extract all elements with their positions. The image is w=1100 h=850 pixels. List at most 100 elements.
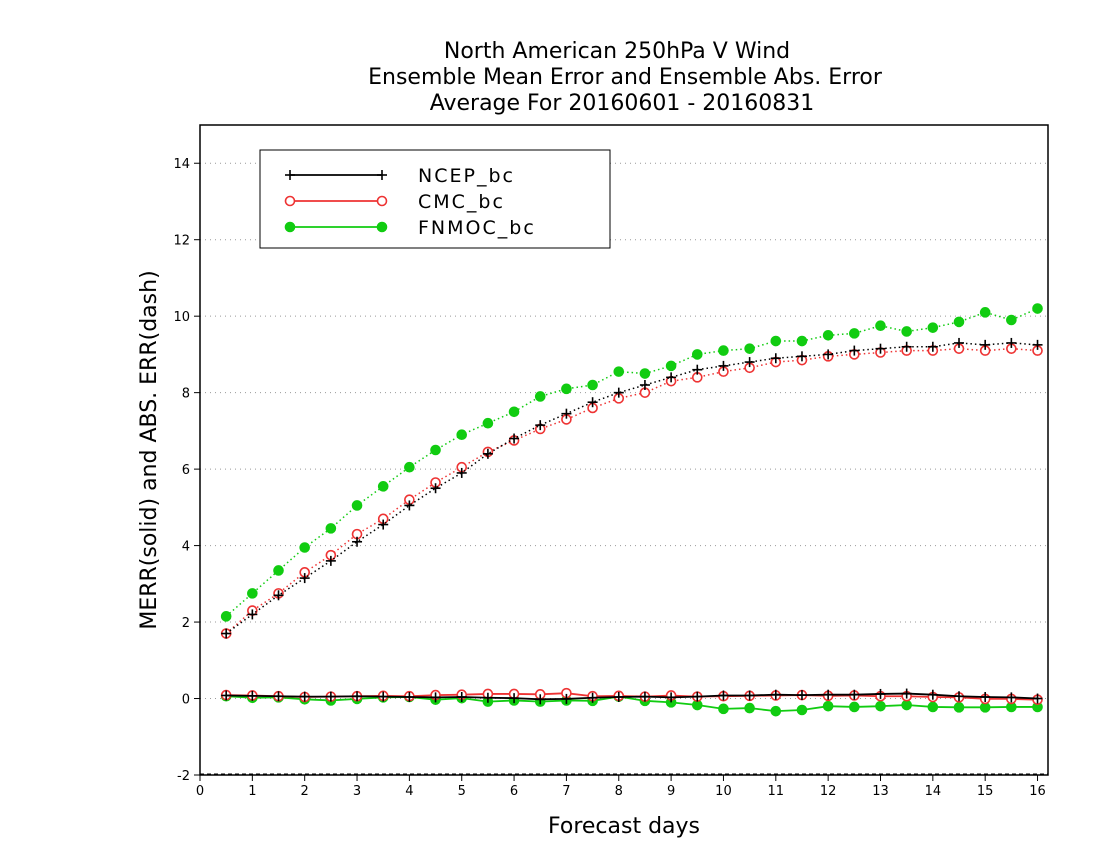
mean-error-point — [325, 691, 336, 702]
mean-error-point — [770, 705, 782, 717]
x-tick-label: 5 — [458, 784, 466, 799]
legend-item: CMC_bc — [284, 191, 505, 213]
abs-error-point — [482, 448, 493, 459]
abs-error-point — [535, 420, 546, 431]
y-tick-label: 6 — [182, 463, 190, 478]
x-tick-label: 10 — [715, 784, 732, 799]
abs-error-point — [404, 461, 415, 473]
abs-error-point — [692, 364, 703, 375]
mean-error-point — [221, 690, 232, 701]
abs-error-point — [666, 372, 677, 383]
abs-error-point — [718, 345, 729, 356]
abs-error-point — [1006, 337, 1017, 348]
mean-error-point — [1032, 693, 1043, 704]
abs-error-point — [377, 481, 389, 492]
mean-error-point — [482, 692, 493, 703]
legend-marker — [284, 195, 296, 207]
abs-error-point — [220, 611, 232, 622]
abs-error-point — [665, 360, 677, 372]
abs-error-point — [561, 408, 572, 419]
x-tick-label: 2 — [301, 784, 309, 799]
mean-error-point — [509, 693, 520, 704]
legend-marker — [377, 170, 387, 180]
abs-error-point — [980, 339, 991, 350]
abs-error-point — [691, 349, 703, 360]
legend-marker — [376, 221, 388, 233]
y-tick-label: 10 — [173, 310, 190, 325]
mean-error-point — [273, 691, 284, 702]
abs-error-point — [456, 467, 467, 478]
legend-marker — [376, 195, 388, 207]
x-tick-label: 15 — [977, 784, 994, 799]
x-tick-label: 1 — [248, 784, 256, 799]
abs-error-point — [770, 335, 782, 347]
abs-error-point — [221, 628, 232, 639]
mean-error-point — [692, 691, 703, 702]
x-tick-label: 12 — [820, 784, 837, 799]
abs-error-point — [430, 444, 441, 456]
x-tick-label: 7 — [562, 784, 570, 799]
abs-error-point — [378, 519, 389, 530]
abs-error-line — [225, 307, 1038, 617]
y-axis-ticks: -2 0 2 4 6 8 10 12 14 — [173, 157, 200, 784]
legend-label: CMC_bc — [418, 191, 505, 213]
mean-error-point — [718, 690, 729, 701]
abs-error-point — [927, 341, 938, 352]
mean-error-point — [1006, 692, 1017, 703]
y-tick-label: 2 — [182, 616, 190, 631]
y-tick-label: 14 — [173, 157, 190, 172]
abs-error-point — [351, 500, 363, 511]
legend-marker — [285, 170, 295, 180]
abs-error-point — [430, 483, 441, 494]
plot-frame — [199, 124, 1049, 776]
abs-error-point — [613, 387, 624, 398]
x-tick-label: 3 — [353, 784, 361, 799]
abs-error-point — [954, 337, 965, 348]
mean-error-point — [430, 692, 441, 703]
abs-error-point — [299, 542, 310, 553]
abs-error-point — [796, 351, 807, 362]
abs-error-point — [796, 335, 808, 347]
abs-error-point — [587, 379, 598, 391]
abs-error-point — [325, 523, 337, 534]
series-cmc-bc — [220, 343, 1043, 705]
x-axis-label: Forecast days — [548, 814, 700, 839]
mean-error-point — [613, 692, 624, 702]
legend: NCEP_bc CMC_bc FNMOC_bc — [259, 149, 611, 249]
y-axis-label: MERR(solid) and ABS. ERR(dash) — [137, 270, 162, 629]
abs-error-point — [561, 383, 572, 395]
abs-error-point — [953, 316, 965, 328]
mean-error-point — [875, 688, 886, 699]
mean-error-point — [927, 701, 939, 713]
mean-error-point — [849, 701, 860, 713]
abs-error-point — [823, 349, 834, 360]
abs-error-point — [901, 326, 912, 337]
y-tick-label: 0 — [182, 693, 190, 708]
abs-error-point — [1006, 314, 1017, 326]
abs-error-point — [744, 343, 755, 354]
mean-error-point — [822, 700, 834, 712]
mean-error-point — [849, 689, 860, 700]
mean-error-point — [796, 704, 808, 716]
abs-error-point — [770, 353, 781, 364]
mean-error-point — [639, 691, 650, 702]
mean-error-point — [927, 689, 938, 700]
chart-title: North American 250hPa V Wind Ensemble Me… — [368, 39, 883, 116]
mean-error-point — [587, 692, 598, 703]
mean-error-point — [980, 692, 991, 702]
legend-marker — [284, 221, 296, 233]
x-tick-label: 8 — [615, 784, 623, 799]
y-tick-label: -2 — [177, 769, 190, 784]
abs-error-point — [639, 368, 651, 379]
abs-error-point — [247, 609, 258, 620]
abs-error-point — [744, 357, 755, 368]
abs-error-point — [247, 588, 258, 599]
title-line-3: Average For 20160601 - 20160831 — [430, 91, 815, 116]
mean-error-point — [953, 702, 965, 713]
y-tick-label: 12 — [173, 234, 190, 249]
abs-error-point — [849, 345, 860, 356]
series-ncep-bc — [221, 337, 1043, 705]
abs-error-point — [901, 341, 912, 352]
mean-error-point — [352, 691, 363, 702]
